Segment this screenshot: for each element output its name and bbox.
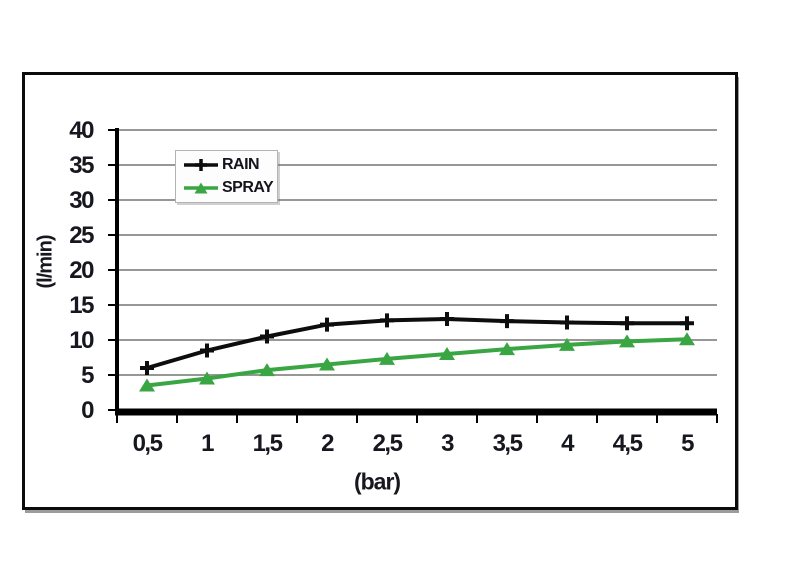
spray-marker xyxy=(139,378,155,392)
legend-label-spray: SPRAY xyxy=(222,178,274,196)
y-tick-label: 0 xyxy=(81,397,94,424)
rain-marker xyxy=(680,316,694,331)
rain-marker xyxy=(200,343,214,358)
x-tick-label: 1 xyxy=(201,430,214,457)
triangle-marker-icon xyxy=(194,182,208,194)
x-tick-label: 3,5 xyxy=(493,430,523,457)
x-tick-label: 2 xyxy=(321,430,334,457)
x-tick-label: 0,5 xyxy=(133,430,163,457)
y-axis-title: (l/min) xyxy=(34,235,57,289)
spray-series-line xyxy=(146,337,688,388)
y-tick-label: 30 xyxy=(69,187,94,214)
spray-marker xyxy=(439,347,455,360)
rain-marker xyxy=(260,329,274,344)
y-tick-label: 35 xyxy=(69,152,94,179)
y-tick-label: 25 xyxy=(69,222,94,249)
rain-line-marker-icon xyxy=(184,159,218,172)
legend-item-spray: SPRAY xyxy=(183,178,277,196)
spray-marker xyxy=(199,371,215,385)
spray-marker xyxy=(259,363,275,377)
rain-series-line xyxy=(146,316,687,370)
rain-marker xyxy=(500,314,514,329)
rain-marker xyxy=(560,315,574,330)
rain-marker xyxy=(140,361,154,375)
y-tick-label: 5 xyxy=(81,362,94,389)
chart-svg: 0 5 10 15 20 25 30 35 40 0,5 1 1,5 2 2,5 3 3,5 4 4,5 5 xyxy=(69,117,718,457)
spray-marker xyxy=(319,357,335,371)
spray-marker xyxy=(559,337,575,351)
y-tick-label: 15 xyxy=(69,292,94,319)
y-tick-label: 10 xyxy=(69,327,94,354)
x-tick-label: 4 xyxy=(561,430,575,457)
spray-marker xyxy=(619,334,635,348)
y-tick-label: 40 xyxy=(69,117,94,144)
x-tick-label: 1,5 xyxy=(253,430,283,457)
x-axis-title: (bar) xyxy=(353,468,401,495)
x-tick-label: 3 xyxy=(441,430,454,457)
rain-marker xyxy=(380,313,394,328)
spray-marker xyxy=(499,342,515,356)
plus-marker-icon xyxy=(195,159,207,172)
spray-line-marker-icon xyxy=(184,182,218,194)
legend-label-rain: RAIN xyxy=(222,156,260,174)
legend-item-rain: RAIN xyxy=(183,156,277,174)
chart-frame: 0 5 10 15 20 25 30 35 40 0,5 1 1,5 2 2,5 3 3,5 4 4,5 5 (l/… xyxy=(22,72,738,510)
x-tick-label: 5 xyxy=(681,430,694,457)
spray-marker xyxy=(679,332,695,346)
x-tick-label: 4,5 xyxy=(613,430,643,457)
spray-marker xyxy=(379,351,395,365)
y-tick-label: 20 xyxy=(69,257,94,284)
rain-marker xyxy=(440,312,454,326)
x-tick-label: 2,5 xyxy=(373,430,403,457)
legend: RAIN SPRAY xyxy=(175,150,278,203)
rain-marker xyxy=(620,316,634,331)
rain-marker xyxy=(320,317,334,332)
